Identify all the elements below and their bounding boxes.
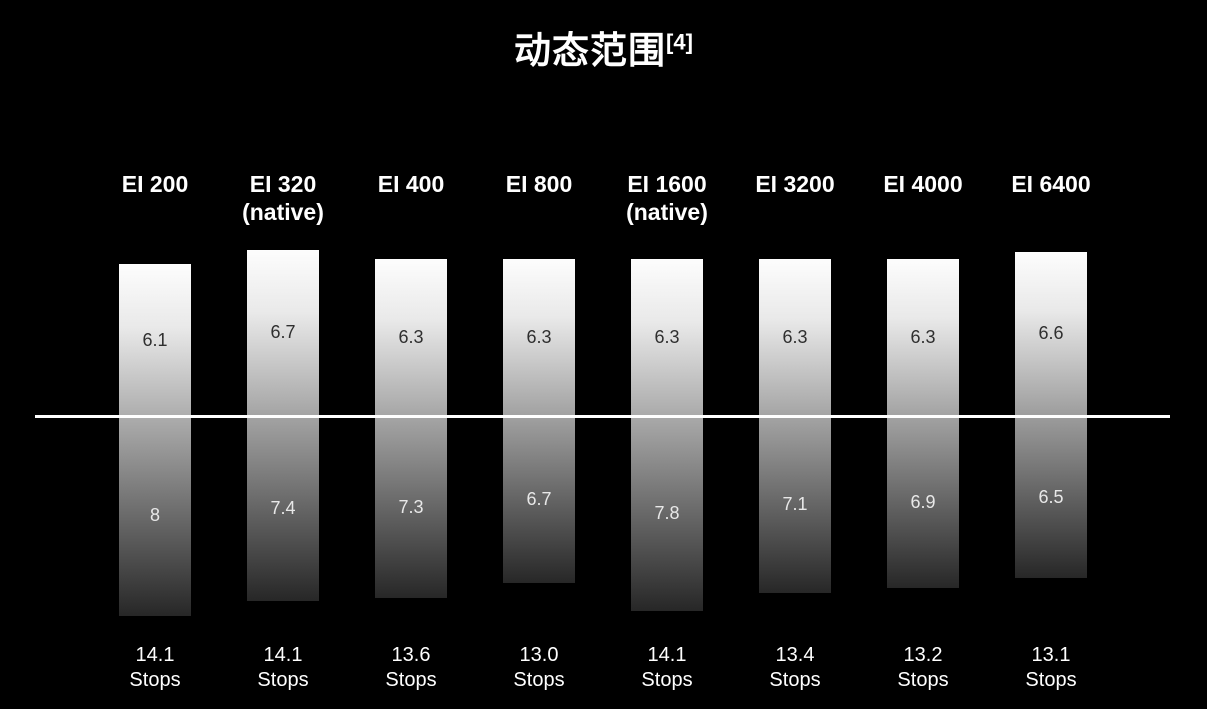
total-stops-value: 13.2 — [903, 644, 943, 666]
ei-label-line: EI 800 — [505, 171, 573, 197]
total-stops-unit: Stops — [129, 669, 181, 691]
dynamic-range-bar — [119, 264, 191, 616]
total-stops-value: 13.1 — [1031, 644, 1071, 666]
ei-column: EI 320 (native) 6.7 7.4 14.1 Stops — [219, 0, 347, 709]
ei-label-line: EI 200 — [121, 171, 189, 197]
total-stops-value: 13.0 — [519, 644, 559, 666]
dynamic-range-bar — [759, 259, 831, 594]
ei-column: EI 6400 6.6 6.5 13.1 Stops — [987, 0, 1115, 709]
stops-below-value: 7.4 — [270, 497, 296, 518]
ei-label: EI 400 — [347, 170, 475, 198]
ei-label-line: EI 320 — [249, 171, 317, 197]
stops-below-value: 7.1 — [782, 494, 808, 515]
dynamic-range-bar — [631, 259, 703, 611]
dynamic-range-bar — [887, 259, 959, 589]
total-stops-value: 13.6 — [391, 644, 431, 666]
ei-label: EI 200 — [91, 170, 219, 198]
chart-title: 动态范围[4] — [0, 20, 1207, 74]
total-stops-unit: Stops — [257, 669, 309, 691]
ei-label-line: (native) — [242, 199, 324, 225]
stops-above-value: 6.3 — [526, 327, 552, 348]
ei-column: EI 800 6.3 6.7 13.0 Stops — [475, 0, 603, 709]
stops-above-value: 6.6 — [1038, 323, 1064, 344]
total-stops-label: 14.1 Stops — [219, 643, 347, 693]
stops-below-value: 8 — [149, 505, 160, 526]
ei-label: EI 800 — [475, 170, 603, 198]
chart-title-text: 动态范围 — [514, 30, 667, 71]
total-stops-unit: Stops — [1025, 669, 1077, 691]
stops-below-value: 6.7 — [526, 489, 552, 510]
stops-below-value: 7.3 — [398, 496, 424, 517]
total-stops-label: 13.6 Stops — [347, 643, 475, 693]
total-stops-value: 13.4 — [775, 644, 815, 666]
ei-label: EI 1600 (native) — [603, 170, 731, 226]
stops-above-value: 6.7 — [270, 322, 296, 343]
total-stops-value: 14.1 — [135, 644, 175, 666]
total-stops-value: 14.1 — [263, 644, 303, 666]
ei-column: EI 1600 (native) 6.3 7.8 14.1 Stops — [603, 0, 731, 709]
stops-above-value: 6.3 — [910, 327, 936, 348]
total-stops-unit: Stops — [769, 669, 821, 691]
total-stops-label: 13.4 Stops — [731, 643, 859, 693]
stops-above-value: 6.1 — [142, 329, 168, 350]
ei-label-line: EI 400 — [377, 171, 445, 197]
ei-label-line: (native) — [626, 199, 708, 225]
total-stops-label: 13.1 Stops — [987, 643, 1115, 693]
ei-label: EI 4000 — [859, 170, 987, 198]
dynamic-range-bar — [375, 259, 447, 599]
stops-above-value: 6.3 — [782, 327, 808, 348]
stops-above-value: 6.3 — [654, 327, 680, 348]
chart-title-footnote-marker: [4] — [666, 29, 693, 55]
stops-below-value: 7.8 — [654, 502, 680, 523]
ei-label-line: EI 3200 — [755, 171, 835, 197]
dynamic-range-bar — [247, 249, 319, 601]
ei-column: EI 200 6.1 8 14.1 Stops — [91, 0, 219, 709]
total-stops-unit: Stops — [513, 669, 565, 691]
total-stops-value: 14.1 — [647, 644, 687, 666]
ei-column: EI 3200 6.3 7.1 13.4 Stops — [731, 0, 859, 709]
total-stops-unit: Stops — [385, 669, 437, 691]
total-stops-label: 14.1 Stops — [91, 643, 219, 693]
total-stops-label: 14.1 Stops — [603, 643, 731, 693]
stops-below-value: 6.9 — [910, 491, 936, 512]
total-stops-label: 13.2 Stops — [859, 643, 987, 693]
ei-label: EI 6400 — [987, 170, 1115, 198]
ei-column: EI 400 6.3 7.3 13.6 Stops — [347, 0, 475, 709]
dynamic-range-bar — [503, 259, 575, 584]
total-stops-label: 13.0 Stops — [475, 643, 603, 693]
ei-label-line: EI 4000 — [883, 171, 963, 197]
ei-column: EI 4000 6.3 6.9 13.2 Stops — [859, 0, 987, 709]
total-stops-unit: Stops — [641, 669, 693, 691]
total-stops-unit: Stops — [897, 669, 949, 691]
ei-label-line: EI 1600 — [627, 171, 707, 197]
middle-gray-line — [35, 415, 1170, 418]
stops-above-value: 6.3 — [398, 327, 424, 348]
ei-label-line: EI 6400 — [1011, 171, 1091, 197]
ei-label: EI 320 (native) — [219, 170, 347, 226]
ei-label: EI 3200 — [731, 170, 859, 198]
stops-below-value: 6.5 — [1038, 486, 1064, 507]
